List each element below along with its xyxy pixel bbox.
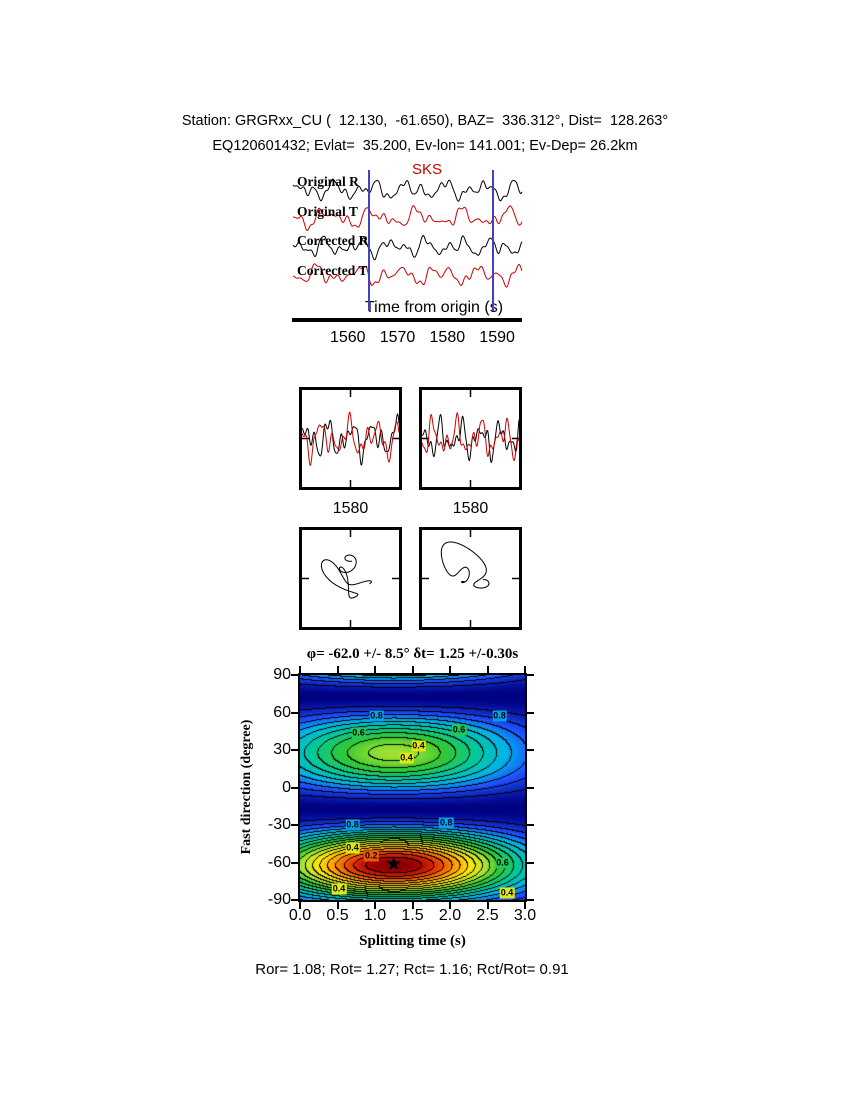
y-tick-mark xyxy=(527,861,534,864)
x-tick-mark xyxy=(299,902,301,909)
x-tick-mark xyxy=(486,666,489,673)
y-tick-label: -60 xyxy=(267,853,291,871)
contour-label-chip: 0.4 xyxy=(345,842,360,853)
y-tick-mark xyxy=(291,711,298,714)
y-tick-mark xyxy=(527,899,534,901)
contour-label-chip: 0.4 xyxy=(399,752,414,763)
station-info-line: Station: GRGRxx_CU ( 12.130, -61.650), B… xyxy=(181,113,669,129)
contour-plot-frame xyxy=(298,673,527,902)
splitting-result-title: φ= -62.0 +/- 8.5° δt= 1.25 +/-0.30s xyxy=(306,646,519,662)
x-tick-mark xyxy=(486,902,489,909)
windowed-waveforms-corrected-trace-t xyxy=(422,412,519,461)
windowed-waveforms-corrected-trace-r xyxy=(422,413,519,464)
y-tick-mark xyxy=(527,824,534,826)
contour-label-chip: 0.4 xyxy=(499,887,515,898)
x-tick-label: 0.5 xyxy=(326,907,349,924)
x-tick-mark xyxy=(374,902,376,909)
zoom1-tick-label: 1580 xyxy=(332,500,369,517)
windowed-waveform-panel-corrected xyxy=(419,387,522,490)
trace-label-corrected-t: Corrected T xyxy=(297,263,368,278)
contour-label-chip: 0.4 xyxy=(411,740,426,752)
contour-label-chip: 0.2 xyxy=(363,850,379,862)
y-tick-mark xyxy=(291,786,298,789)
x-tick-mark xyxy=(336,666,339,673)
x-tick-label: 1.0 xyxy=(363,907,387,924)
y-tick-label: 60 xyxy=(273,703,291,721)
x-tick-mark xyxy=(374,666,376,673)
particle-motion-original-path xyxy=(320,554,372,599)
y-tick-mark xyxy=(527,749,534,751)
y-tick-label: 0 xyxy=(282,778,291,796)
y-tick-mark xyxy=(291,674,298,676)
trace-label-original-t: Original T xyxy=(297,204,358,219)
x-tick-mark xyxy=(524,666,526,673)
contour-label-chip: 0.8 xyxy=(492,710,507,722)
window-marker-line xyxy=(367,170,370,311)
particle-motion-panel-corrected xyxy=(419,527,522,630)
trace-label-corrected-r: Corrected R xyxy=(297,233,369,248)
x-tick-label: 2.0 xyxy=(438,907,462,924)
contour-label-chip: 0.8 xyxy=(345,819,360,831)
time-axis-line xyxy=(292,318,522,322)
contour-label-chip: 0.8 xyxy=(369,710,384,722)
windowed-waveforms-original-trace-t xyxy=(302,411,399,466)
x-tick-mark xyxy=(299,666,301,673)
error-surface-heatmap xyxy=(300,675,525,900)
time-tick-label: 1570 xyxy=(379,329,416,346)
trace-original-t xyxy=(292,205,523,231)
x-tick-mark xyxy=(524,902,526,909)
phase-label: SKS xyxy=(411,161,442,178)
particle-motion-corrected-path xyxy=(440,541,490,589)
particle-motion-plot-corrected xyxy=(422,530,519,627)
y-tick-mark xyxy=(291,899,298,901)
contour-label-chip: 0.6 xyxy=(351,727,366,738)
x-tick-mark xyxy=(336,902,339,909)
x-tick-label: 1.5 xyxy=(401,907,424,924)
trace-original-r xyxy=(292,178,523,202)
result-ratios-line: Ror= 1.08; Rot= 1.27; Rct= 1.16; Rct/Rot… xyxy=(255,961,569,978)
windowed-waveform-panel-original xyxy=(299,387,402,490)
x-tick-label: 3.0 xyxy=(513,907,537,924)
y-tick-mark xyxy=(291,861,298,864)
trace-label-original-r: Original R xyxy=(297,174,359,189)
time-tick-label: 1560 xyxy=(329,329,366,346)
window-marker-line xyxy=(492,170,495,311)
x-tick-label: 0.0 xyxy=(288,907,312,924)
time-tick-label: 1580 xyxy=(429,329,466,346)
trace-corrected-t xyxy=(292,263,523,288)
windowed-waveform-plot-original xyxy=(302,390,399,487)
windowed-waveforms-original-trace-r xyxy=(302,413,399,466)
contour-label-chip: 0.6 xyxy=(451,724,467,736)
trace-corrected-r xyxy=(292,234,523,261)
particle-motion-panel-original xyxy=(299,527,402,630)
x-tick-label: 2.5 xyxy=(476,907,499,924)
windowed-waveform-plot-corrected xyxy=(422,390,519,487)
x-tick-mark xyxy=(449,666,451,673)
y-tick-mark xyxy=(527,711,534,714)
time-tick-label: 1590 xyxy=(479,329,515,346)
particle-motion-plot-original xyxy=(302,530,399,627)
y-tick-label: -90 xyxy=(267,891,291,908)
y-tick-label: -30 xyxy=(267,816,291,833)
contour-label-chip: 0.4 xyxy=(331,883,347,895)
x-tick-mark xyxy=(411,666,414,673)
time-axis-label: Time from origin (s) xyxy=(364,299,504,316)
x-tick-mark xyxy=(411,902,414,909)
zoom2-tick-label: 1580 xyxy=(452,500,489,517)
x-axis-label: Splitting time (s) xyxy=(359,933,466,949)
y-tick-mark xyxy=(291,824,298,826)
seismogram-traces-plot xyxy=(292,178,523,288)
y-tick-label: 30 xyxy=(273,741,291,758)
y-tick-mark xyxy=(527,674,534,676)
contour-label-chip: 0.8 xyxy=(438,817,454,828)
best-solution-star: ★ xyxy=(385,854,403,876)
contour-label-chip: 0.6 xyxy=(495,857,510,868)
event-info-line: EQ120601432; Evlat= 35.200, Ev-lon= 141.… xyxy=(212,138,638,154)
y-tick-mark xyxy=(527,786,534,789)
x-tick-mark xyxy=(449,902,451,909)
y-tick-label: 90 xyxy=(273,666,291,683)
y-tick-mark xyxy=(291,749,298,751)
